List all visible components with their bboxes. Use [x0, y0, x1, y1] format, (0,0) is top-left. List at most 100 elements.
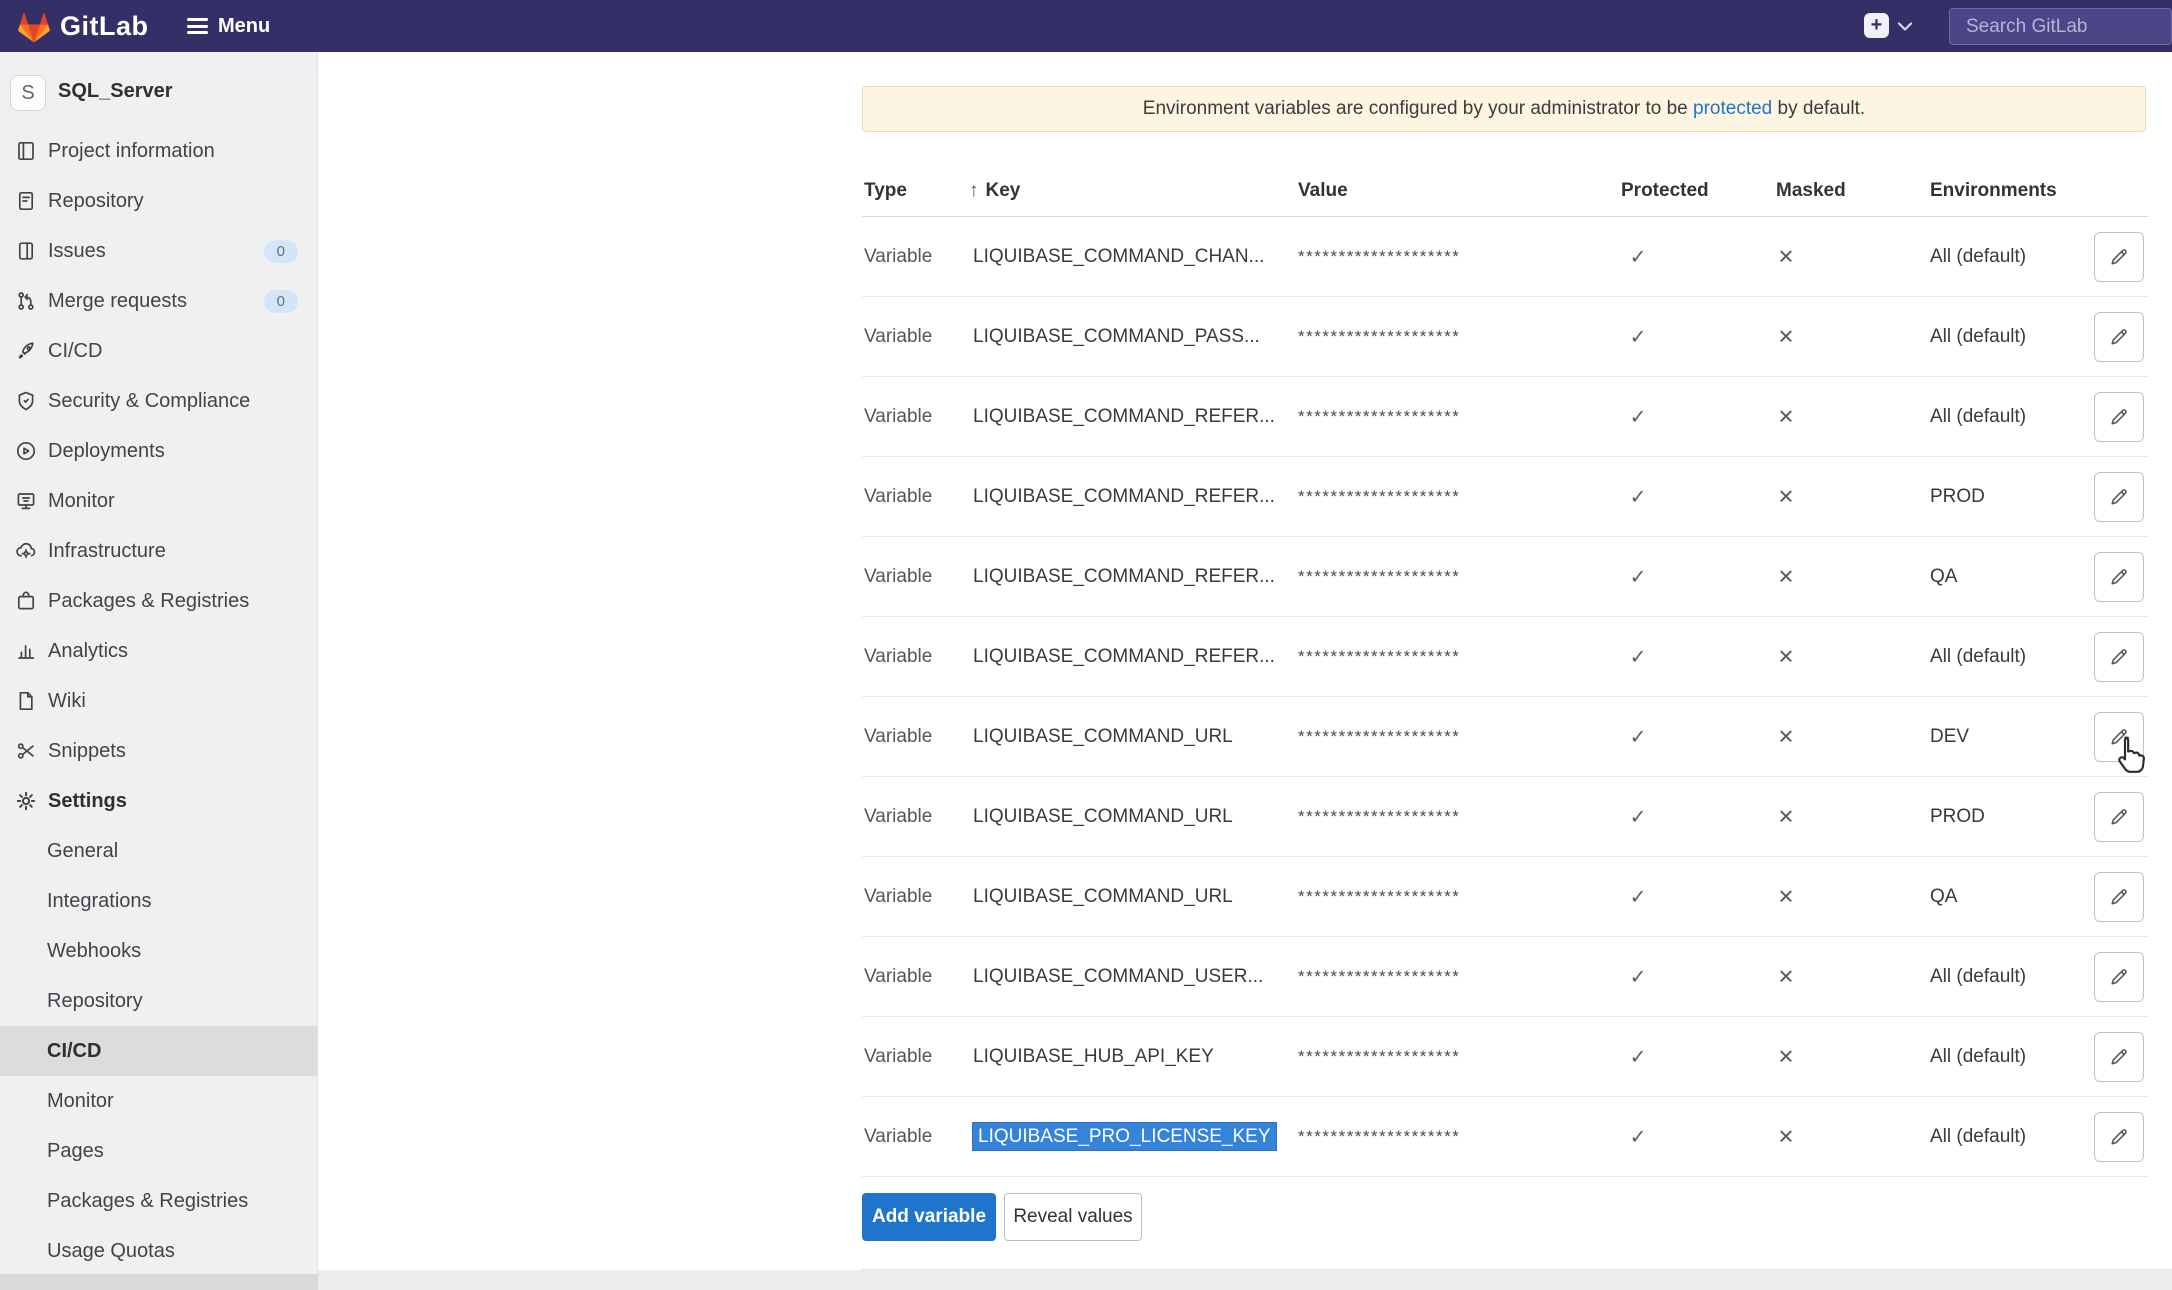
wiki-icon	[14, 689, 38, 713]
edit-variable-button[interactable]	[2094, 1112, 2144, 1162]
protected-link[interactable]: protected	[1693, 98, 1773, 119]
variable-type: Variable	[864, 245, 933, 267]
snippets-icon	[14, 739, 38, 763]
protected-check-icon: ✓	[1629, 566, 1647, 588]
table-header-row: Type ↑ Key Value Protected Masked Environ…	[862, 165, 2148, 217]
gitlab-logo-icon[interactable]	[14, 7, 54, 45]
sidebar-item-security-compliance[interactable]: Security & Compliance	[0, 376, 318, 426]
sidebar-item-snippets[interactable]: Snippets	[0, 726, 318, 776]
variable-key: LIQUIBASE_COMMAND_REFER...	[973, 405, 1275, 427]
sidebar-item-label: Security & Compliance	[48, 389, 251, 412]
variable-key: LIQUIBASE_COMMAND_CHAN...	[973, 245, 1265, 267]
edit-variable-button[interactable]	[2094, 472, 2144, 522]
masked-x-icon: ✕	[1777, 486, 1795, 508]
sidebar-item-ci-cd[interactable]: CI/CD	[0, 326, 318, 376]
column-header-key[interactable]: ↑ Key	[969, 179, 1021, 201]
pencil-icon	[2108, 1046, 2130, 1068]
masked-x-icon: ✕	[1777, 886, 1795, 908]
sidebar-item-repository[interactable]: Repository	[0, 176, 318, 226]
edit-variable-button[interactable]	[2094, 1032, 2144, 1082]
analytics-icon	[14, 639, 38, 663]
sidebar-item-analytics[interactable]: Analytics	[0, 626, 318, 676]
edit-variable-button[interactable]	[2094, 312, 2144, 362]
pencil-icon	[2108, 566, 2130, 588]
ci-variables-table: Type ↑ Key Value Protected Masked Environ…	[862, 165, 2148, 1177]
admin-protected-banner: Environment variables are configured by …	[862, 86, 2146, 132]
masked-x-icon: ✕	[1777, 806, 1795, 828]
masked-x-icon: ✕	[1777, 1126, 1795, 1148]
sidebar-subitem-webhooks[interactable]: Webhooks	[0, 926, 318, 976]
issues-icon	[14, 239, 38, 263]
sidebar-item-merge-requests[interactable]: Merge requests 0	[0, 276, 318, 326]
sidebar-item-wiki[interactable]: Wiki	[0, 676, 318, 726]
sidebar-subitem-general[interactable]: General	[0, 826, 318, 876]
variable-environment: All (default)	[1930, 1045, 2027, 1067]
edit-variable-button[interactable]	[2094, 632, 2144, 682]
sidebar-item-packages-registries[interactable]: Packages & Registries	[0, 576, 318, 626]
edit-variable-button[interactable]	[2094, 792, 2144, 842]
menu-button[interactable]: Menu	[187, 0, 270, 52]
sidebar-subitem-usage-quotas[interactable]: Usage Quotas	[0, 1226, 318, 1276]
main-content: Environment variables are configured by …	[318, 52, 2172, 1290]
top-navigation-bar: GitLab Menu +	[0, 0, 2172, 52]
sidebar-item-issues[interactable]: Issues 0	[0, 226, 318, 276]
variable-environment: All (default)	[1930, 245, 2027, 267]
sidebar-item-infrastructure[interactable]: Infrastructure	[0, 526, 318, 576]
project-avatar[interactable]: S	[10, 75, 46, 111]
menu-label: Menu	[218, 14, 271, 37]
pencil-icon	[2108, 326, 2130, 348]
sidebar-subitem-monitor[interactable]: Monitor	[0, 1076, 318, 1126]
merge-requests-icon	[14, 289, 38, 313]
chevron-down-icon[interactable]	[1897, 21, 1913, 32]
variable-type: Variable	[864, 965, 933, 987]
project-information-icon	[14, 139, 38, 163]
protected-check-icon: ✓	[1629, 966, 1647, 988]
sort-ascending-icon: ↑	[969, 179, 979, 201]
brand-title[interactable]: GitLab	[60, 11, 149, 41]
variable-key: LIQUIBASE_COMMAND_USER...	[973, 965, 1264, 987]
variable-masked-value: ********************	[1298, 406, 1461, 426]
edit-variable-button[interactable]	[2094, 552, 2144, 602]
repository-icon	[14, 189, 38, 213]
reveal-values-button[interactable]: Reveal values	[1004, 1193, 1142, 1241]
edit-variable-button[interactable]	[2094, 952, 2144, 1002]
edit-variable-button[interactable]	[2094, 872, 2144, 922]
sidebar-subitem-packages-registries[interactable]: Packages & Registries	[0, 1176, 318, 1226]
edit-variable-button[interactable]	[2094, 232, 2144, 282]
sidebar-subitem-pages[interactable]: Pages	[0, 1126, 318, 1176]
variable-row: Variable LIQUIBASE_COMMAND_REFER... ****…	[862, 537, 2148, 617]
packages-icon	[14, 589, 38, 613]
count-badge: 0	[263, 239, 298, 263]
sidebar-item-label: Project information	[48, 139, 215, 162]
variable-type: Variable	[864, 805, 933, 827]
variable-masked-value: ********************	[1298, 1046, 1461, 1066]
variable-masked-value: ********************	[1298, 886, 1461, 906]
search-input[interactable]	[1964, 9, 2157, 44]
variable-key: LIQUIBASE_COMMAND_URL	[973, 725, 1233, 747]
sidebar-bottom-strip	[0, 1274, 318, 1290]
pencil-icon	[2108, 486, 2130, 508]
protected-check-icon: ✓	[1629, 246, 1647, 268]
sidebar-subitem-integrations[interactable]: Integrations	[0, 876, 318, 926]
project-name[interactable]: SQL_Server	[58, 80, 173, 102]
masked-x-icon: ✕	[1777, 326, 1795, 348]
add-variable-button[interactable]: Add variable	[862, 1193, 996, 1241]
new-item-button[interactable]: +	[1864, 13, 1889, 38]
sidebar-subitem-ci-cd[interactable]: CI/CD	[0, 1026, 318, 1076]
sidebar-item-deployments[interactable]: Deployments	[0, 426, 318, 476]
variable-key: LIQUIBASE_COMMAND_REFER...	[973, 485, 1275, 507]
sidebar-item-label: Analytics	[48, 639, 129, 662]
sidebar-item-monitor[interactable]: Monitor	[0, 476, 318, 526]
column-header-protected: Protected	[1621, 179, 1709, 201]
sidebar-item-settings[interactable]: Settings	[0, 776, 318, 826]
variable-key: LIQUIBASE_COMMAND_REFER...	[973, 645, 1275, 667]
edit-variable-button[interactable]	[2094, 712, 2144, 762]
variable-key: LIQUIBASE_COMMAND_REFER...	[973, 565, 1275, 587]
sidebar-subitem-repository[interactable]: Repository	[0, 976, 318, 1026]
sidebar-item-label: Infrastructure	[48, 539, 166, 562]
sidebar-item-label: Issues	[48, 239, 106, 262]
sidebar-item-project-information[interactable]: Project information	[0, 126, 318, 176]
masked-x-icon: ✕	[1777, 1046, 1795, 1068]
edit-variable-button[interactable]	[2094, 392, 2144, 442]
variable-environment: QA	[1930, 885, 1958, 907]
